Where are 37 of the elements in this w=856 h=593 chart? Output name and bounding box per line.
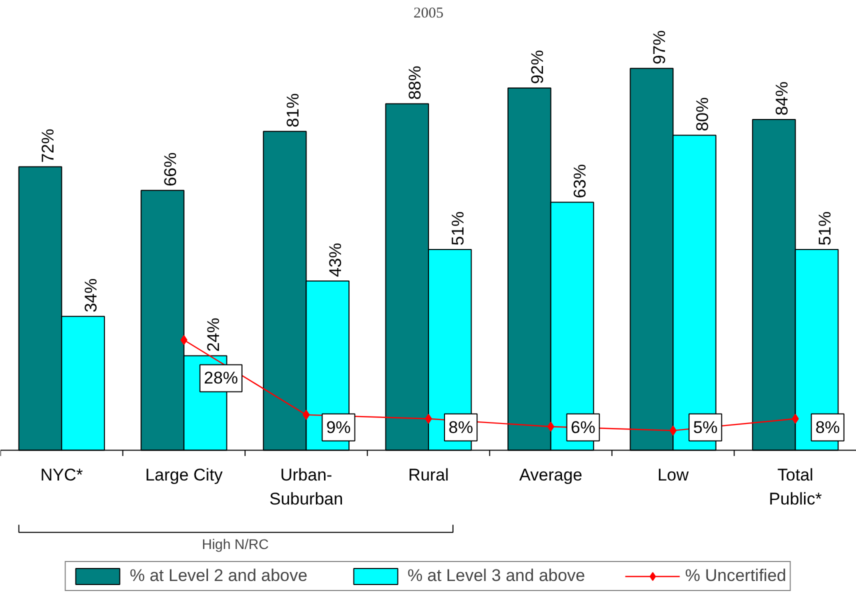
legend-label: % at Level 2 and above bbox=[130, 566, 308, 586]
data-label: 9% bbox=[326, 418, 351, 437]
data-label: 5% bbox=[693, 418, 718, 437]
x-tick-label: Total Public* bbox=[768, 466, 822, 508]
data-label: 51% bbox=[815, 211, 834, 246]
data-label: 43% bbox=[326, 242, 346, 277]
data-label: 72% bbox=[38, 128, 58, 163]
data-label: 63% bbox=[570, 164, 590, 198]
data-label: 84% bbox=[772, 81, 792, 116]
data-label: 24% bbox=[204, 318, 223, 352]
point bbox=[670, 426, 677, 436]
legend-label: % at Level 3 and above bbox=[407, 566, 586, 586]
chart-title: 2005 bbox=[414, 6, 444, 22]
data-label: 97% bbox=[650, 30, 670, 64]
point bbox=[792, 414, 799, 424]
x-tick-label: Large City bbox=[145, 466, 224, 485]
point bbox=[180, 335, 188, 346]
data-label: 6% bbox=[570, 418, 596, 437]
x-tick-label: Average bbox=[519, 466, 582, 485]
data-label: 8% bbox=[448, 418, 474, 437]
x-tick-label: NYC* bbox=[40, 466, 84, 485]
data-label: 66% bbox=[161, 152, 180, 186]
data-label: 80% bbox=[692, 97, 712, 132]
data-label: 51% bbox=[448, 211, 468, 246]
point bbox=[302, 410, 310, 420]
data-label: 34% bbox=[82, 278, 101, 312]
legend-label: % Uncertified bbox=[685, 566, 786, 586]
data-label: 81% bbox=[283, 93, 302, 128]
point bbox=[547, 422, 554, 432]
data-label: 28% bbox=[204, 368, 238, 388]
x-tick-label: Rural bbox=[408, 466, 449, 485]
text: High N/RC bbox=[202, 536, 269, 552]
x-tick-label: Urban- Suburban bbox=[269, 466, 344, 508]
data-label: 88% bbox=[406, 66, 425, 100]
data-label: 8% bbox=[815, 418, 840, 437]
x-tick-label: Low bbox=[657, 466, 690, 485]
data-label: 92% bbox=[528, 50, 547, 84]
